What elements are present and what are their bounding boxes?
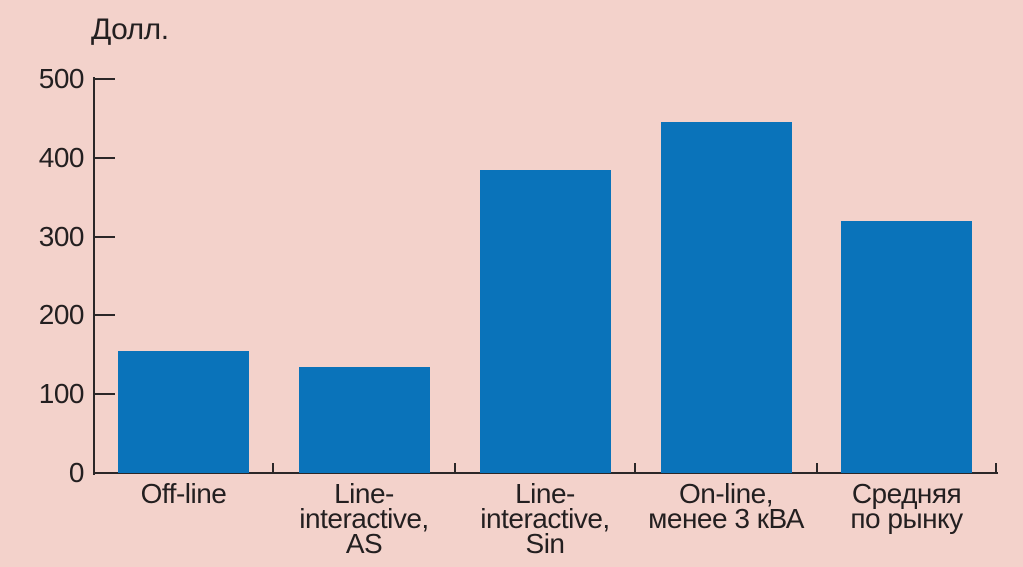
bar [298, 366, 430, 473]
x-tick-mark [995, 463, 997, 473]
y-axis-title: Долл. [91, 13, 169, 46]
bar [841, 220, 972, 473]
x-tick-mark [272, 463, 274, 473]
x-tick-mark [816, 463, 818, 473]
y-tick-label: 0 [68, 457, 85, 488]
y-tick-label: 100 [38, 378, 85, 410]
y-tick-mark [94, 156, 115, 159]
x-axis-label: Line- interactive, Sin [480, 478, 610, 559]
x-tick-mark [454, 463, 456, 473]
y-tick-label: 200 [38, 299, 85, 331]
y-tick-mark [94, 78, 115, 80]
x-tick-mark [634, 463, 636, 473]
bar [118, 350, 249, 473]
bar [479, 169, 611, 473]
bar [660, 122, 792, 473]
y-tick-mark [94, 314, 115, 317]
y-tick-label: 500 [38, 63, 85, 94]
y-axis [93, 77, 95, 475]
x-axis-label: On-line, менее 3 кВА [648, 478, 804, 534]
y-tick-label: 300 [38, 220, 85, 252]
x-axis-label: Off-line [140, 478, 227, 509]
y-tick-mark [94, 393, 115, 396]
y-tick-label: 400 [38, 141, 85, 173]
x-axis-label: Средняя по рынку [850, 478, 963, 534]
y-tick-mark [94, 235, 115, 238]
x-axis-label: Line- interactive, AS [299, 478, 429, 559]
x-axis [93, 472, 998, 474]
